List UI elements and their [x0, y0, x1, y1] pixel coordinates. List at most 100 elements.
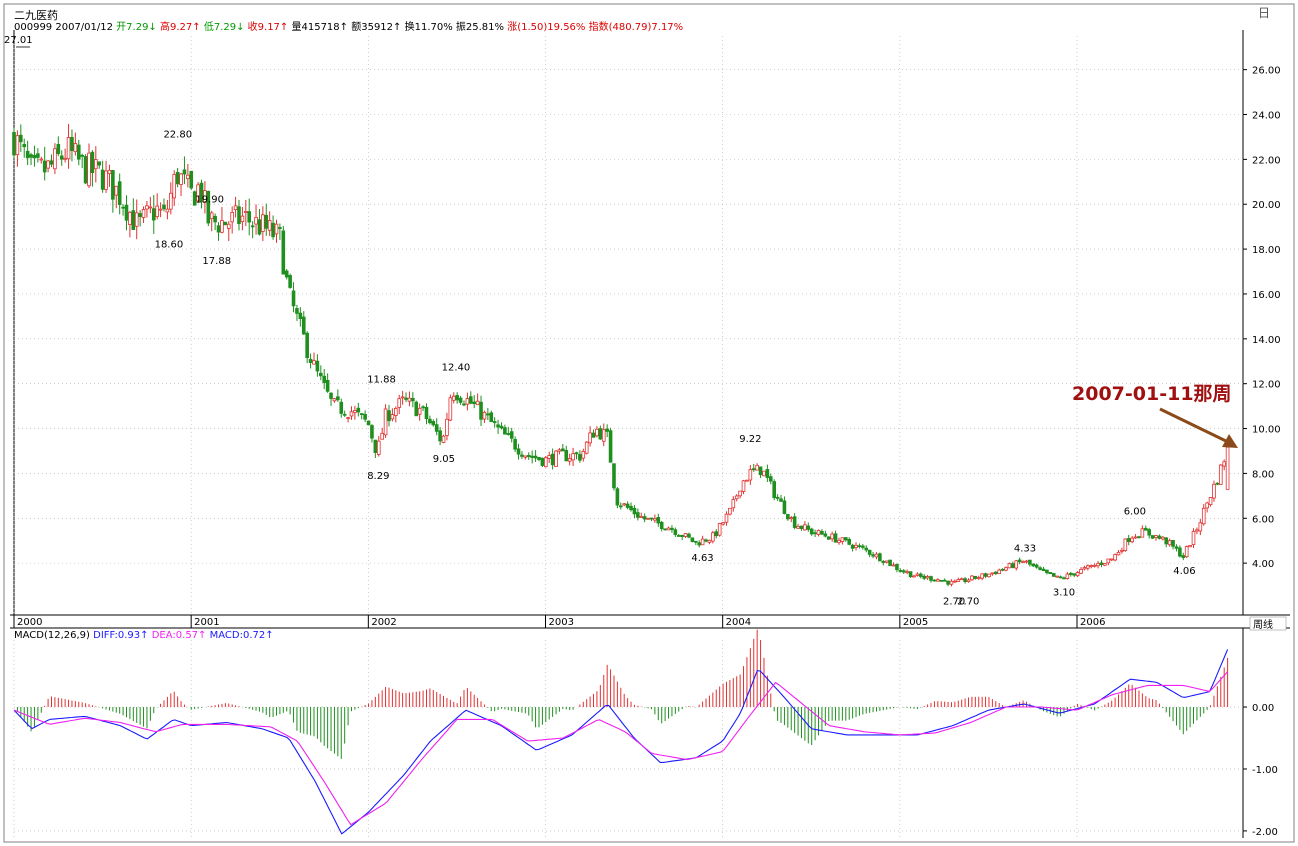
candle-body	[1089, 565, 1094, 567]
corner-day-icon[interactable]: 日	[1258, 6, 1270, 20]
candle-body	[1041, 568, 1046, 571]
candle-body	[1133, 536, 1138, 539]
candle-body	[356, 407, 361, 413]
candle-body	[738, 490, 742, 497]
candle-body	[414, 401, 419, 417]
candle-body	[458, 397, 463, 403]
candle-body	[949, 580, 954, 585]
candle-body	[598, 428, 603, 440]
candle-body	[366, 420, 371, 426]
candle-body	[816, 530, 821, 535]
candle-body	[520, 454, 524, 457]
extreme-value-label: 18.60	[155, 240, 184, 251]
candle-body	[1225, 446, 1230, 490]
macd-tick-label: -2.00	[1252, 827, 1278, 838]
extreme-value-label: 3.10	[1053, 587, 1075, 598]
candle-body	[867, 549, 872, 555]
candle-body	[796, 526, 800, 529]
candle-body	[53, 148, 57, 170]
candle-body	[847, 539, 852, 545]
candle-body	[1120, 549, 1124, 552]
candle-body	[1004, 567, 1008, 571]
candle-body	[407, 397, 412, 402]
candle-body	[554, 450, 558, 467]
candle-body	[124, 204, 129, 221]
candle-body	[339, 401, 344, 414]
extreme-value-label: 19.90	[195, 194, 224, 205]
candle-body	[312, 360, 316, 365]
candle-body	[66, 137, 71, 160]
candle-body	[1079, 569, 1083, 574]
candle-body	[953, 580, 957, 583]
quote-item: 指数(480.79)7.17%	[589, 20, 684, 33]
candle-body	[254, 216, 258, 225]
candle-body	[1116, 551, 1121, 556]
candle-body	[46, 160, 50, 169]
candle-body	[936, 579, 940, 582]
candle-body	[373, 439, 378, 453]
candle-body	[629, 505, 633, 511]
candle-body	[561, 448, 565, 452]
candle-body	[680, 534, 684, 537]
macd-tick-label: 0.00	[1252, 703, 1274, 714]
candle-body	[946, 580, 950, 585]
extreme-value-label: 6.00	[1124, 506, 1146, 517]
candle-body	[711, 532, 715, 542]
candle-body	[240, 215, 245, 223]
candle-body	[49, 160, 54, 165]
candle-body	[376, 440, 381, 455]
candle-body	[145, 205, 149, 210]
candle-body	[1137, 536, 1141, 539]
candle-body	[779, 498, 783, 502]
candle-body	[390, 414, 395, 420]
macd-lines	[13, 649, 1229, 835]
candle-body	[281, 230, 286, 275]
candle-body	[486, 413, 490, 416]
candle-body	[448, 397, 453, 421]
candle-body	[1188, 545, 1192, 548]
candle-body	[1157, 535, 1162, 539]
period-toggle-box[interactable]	[1249, 616, 1287, 631]
candle-body	[267, 220, 272, 231]
candle-body	[615, 488, 620, 506]
candle-body	[908, 571, 913, 578]
candle-body	[1000, 568, 1005, 571]
candle-body	[707, 539, 712, 543]
quote-item: 额35912↑	[351, 20, 404, 33]
candle-body	[567, 458, 572, 462]
candle-body	[1096, 563, 1100, 567]
period-toggle[interactable]: 周线	[1253, 618, 1273, 631]
candle-body	[451, 395, 456, 401]
candle-body	[189, 170, 194, 189]
candle-body	[1031, 563, 1036, 567]
candle-body	[676, 535, 681, 537]
candle-body	[148, 206, 153, 209]
candle-body	[12, 131, 16, 156]
candle-body	[431, 421, 436, 426]
candle-body	[700, 538, 705, 546]
candle-body	[1123, 538, 1128, 551]
candle-body	[813, 532, 817, 535]
candle-body	[830, 533, 834, 540]
candle-body	[530, 455, 534, 458]
candle-body	[492, 421, 497, 424]
extreme-value-label: 12.40	[442, 363, 471, 374]
candle-body	[421, 406, 425, 409]
candle-body	[455, 395, 459, 401]
candle-body	[104, 170, 108, 190]
candle-body	[646, 517, 650, 520]
candle-body	[387, 410, 391, 422]
candle-body	[666, 527, 671, 531]
candle-body	[891, 564, 896, 567]
candle-body	[932, 579, 937, 582]
candle-body	[1140, 528, 1145, 538]
candle-body	[182, 169, 187, 175]
extreme-value-label: 17.88	[202, 256, 231, 267]
candle-body	[772, 481, 777, 499]
annotation-text: 2007-01-11那周	[1072, 383, 1232, 405]
candle-body	[584, 441, 589, 454]
candle-body	[203, 190, 207, 203]
candle-body	[745, 479, 749, 482]
candle-body	[250, 225, 255, 228]
price-tick-label: 18.00	[1252, 245, 1281, 256]
